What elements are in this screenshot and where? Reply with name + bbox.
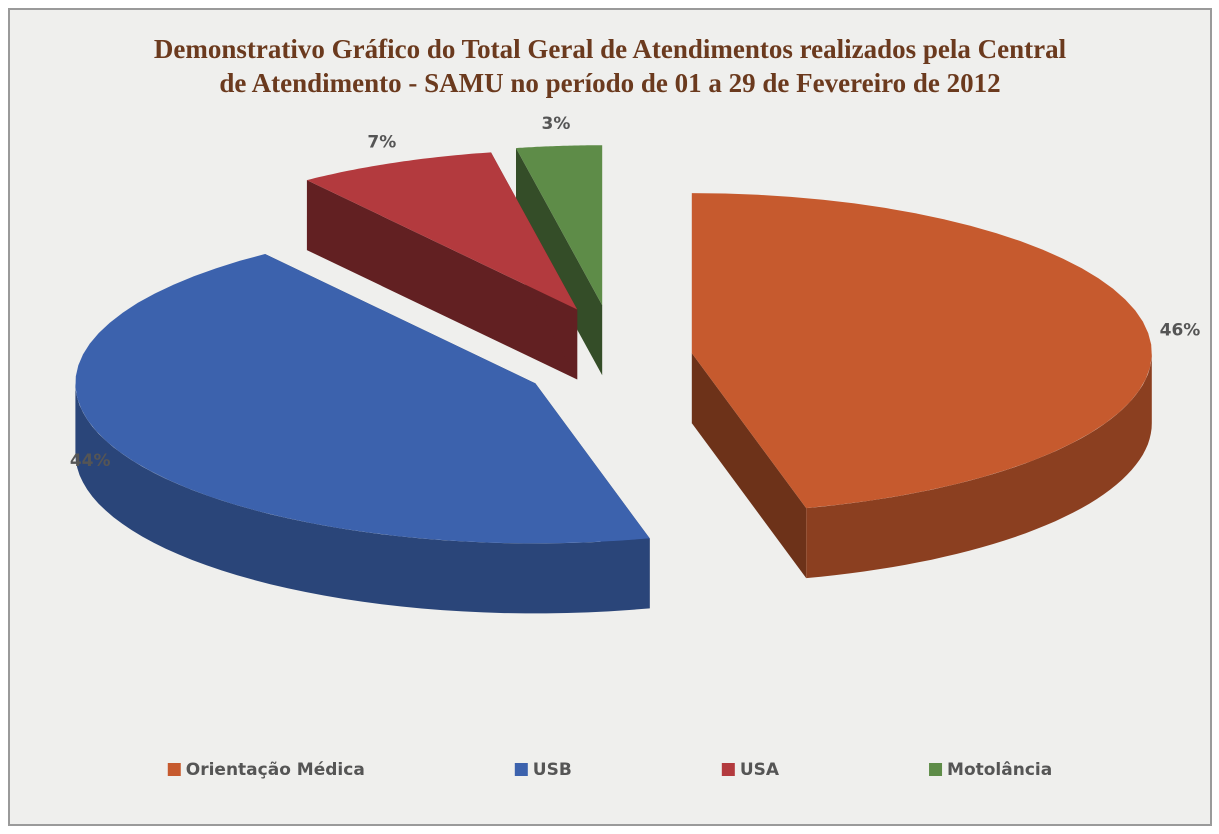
data-label: 46%: [1160, 320, 1201, 340]
slice-top: [516, 145, 603, 306]
legend-swatch: [514, 763, 528, 776]
legend-label: Orientação Médica: [186, 760, 365, 780]
legend-swatch: [929, 763, 943, 776]
slice-top: [306, 152, 578, 310]
slice-side: [691, 353, 807, 579]
pie-slice: [306, 152, 578, 380]
legend-label: USB: [533, 760, 572, 780]
legend-swatch: [167, 763, 181, 776]
pie-slice: [691, 193, 1152, 579]
slice-wall: [75, 383, 650, 614]
pie-slice: [75, 254, 650, 614]
legend-label: USA: [740, 760, 780, 780]
legend-label: Motolância: [947, 760, 1052, 780]
slice-wall: [806, 353, 1152, 579]
chart-title: Demonstrativo Gráfico do Total Geral de …: [153, 34, 1067, 98]
data-label: 7%: [367, 132, 396, 152]
legend-swatch: [721, 763, 735, 776]
slice-side: [306, 180, 578, 380]
slice-side: [516, 148, 603, 376]
data-label: 44%: [70, 451, 111, 471]
slice-top: [75, 254, 650, 544]
pie-slice: [516, 145, 603, 376]
slice-top: [691, 193, 1152, 509]
data-label: 3%: [541, 114, 570, 134]
